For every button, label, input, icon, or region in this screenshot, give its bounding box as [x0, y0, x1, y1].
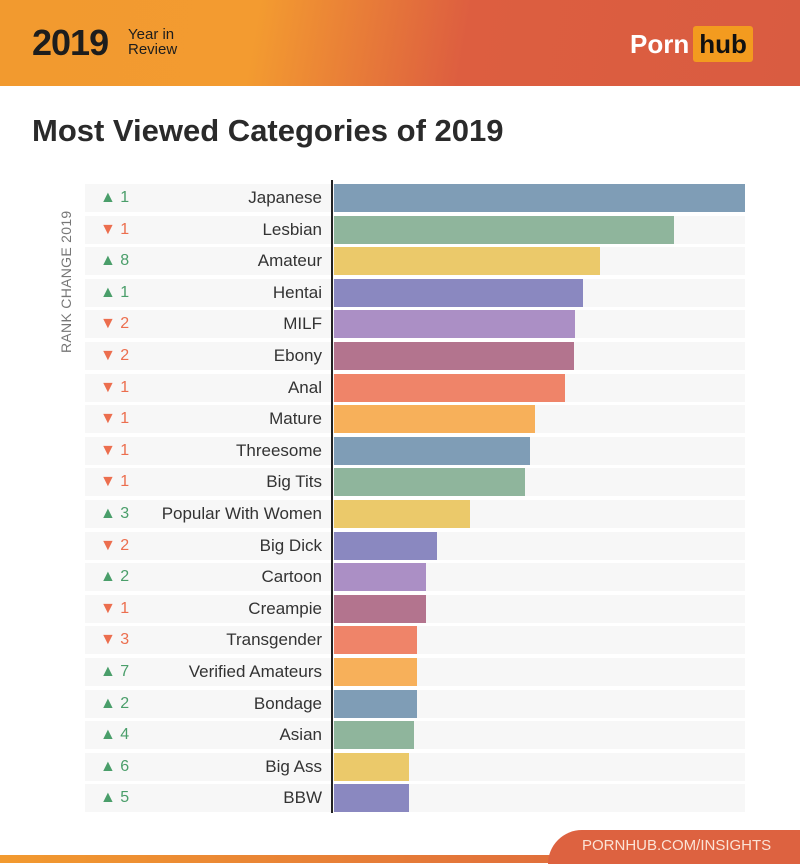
rank-change-up: ▲ 3	[100, 505, 130, 522]
rank-change-down: ▼ 1	[100, 473, 130, 490]
bar	[334, 279, 584, 307]
row-background	[85, 784, 745, 812]
rank-change-down: ▼ 1	[100, 442, 130, 459]
category-label: Asian	[279, 725, 322, 744]
bar	[334, 532, 437, 560]
category-label: Bondage	[253, 694, 322, 713]
category-label: Transgender	[226, 630, 322, 649]
year-label: 2019	[32, 22, 109, 63]
bar	[334, 690, 417, 718]
category-label: MILF	[283, 314, 322, 333]
category-label: Threesome	[236, 441, 322, 460]
rank-change-up: ▲ 7	[100, 663, 130, 680]
insights-link[interactable]: PORNHUB.COM/INSIGHTS	[548, 830, 800, 864]
category-label: Popular With Women	[161, 504, 322, 523]
bar	[334, 753, 409, 781]
category-label: Japanese	[248, 188, 322, 207]
rank-change-up: ▲ 2	[100, 695, 130, 712]
chart-axis-line	[331, 180, 333, 813]
rank-change-up: ▲ 4	[100, 726, 130, 743]
category-label: Lesbian	[262, 220, 322, 239]
bar	[334, 595, 426, 623]
rank-change-down: ▼ 2	[100, 537, 130, 554]
rank-change-up: ▲ 5	[100, 789, 130, 806]
footer-strip	[0, 855, 800, 863]
bar	[334, 216, 675, 244]
rank-change-up: ▲ 1	[100, 189, 130, 206]
rank-change-down: ▼ 1	[100, 379, 130, 396]
bar	[334, 721, 414, 749]
category-label: Creampie	[248, 599, 322, 618]
rank-change-down: ▼ 1	[100, 221, 130, 238]
bar	[334, 437, 530, 465]
bar	[334, 310, 576, 338]
bar	[334, 784, 409, 812]
category-label: Hentai	[272, 283, 322, 302]
rank-change-down: ▼ 1	[100, 410, 130, 427]
bar	[334, 563, 426, 591]
bar	[334, 468, 525, 496]
header-banner: 2019 Year in Review Porn hub	[0, 0, 800, 86]
category-label: BBW	[283, 788, 322, 807]
row-background	[85, 721, 745, 749]
category-label: Big Ass	[265, 757, 322, 776]
pornhub-logo[interactable]: Porn hub	[630, 26, 753, 62]
rank-change-down: ▼ 2	[100, 315, 130, 332]
bar	[334, 247, 600, 275]
row-background	[85, 753, 745, 781]
rank-change-up: ▲ 8	[100, 252, 130, 269]
category-label: Anal	[287, 378, 322, 397]
category-label: Amateur	[257, 251, 322, 270]
bar	[334, 405, 536, 433]
rank-change-axis-label: RANK CHANGE 2019	[58, 210, 74, 353]
category-label: Big Dick	[259, 536, 322, 555]
rank-change-down: ▼ 3	[100, 631, 130, 648]
chart-title: Most Viewed Categories of 2019	[32, 113, 504, 148]
category-label: Mature	[269, 409, 322, 428]
category-label: Verified Amateurs	[188, 662, 322, 681]
rank-change-up: ▲ 6	[100, 758, 130, 775]
category-label: Big Tits	[266, 472, 322, 491]
rank-change-up: ▲ 1	[100, 284, 130, 301]
year-in-review-label: Year in Review	[128, 26, 178, 58]
rank-change-up: ▲ 2	[100, 568, 130, 585]
rank-change-down: ▼ 1	[100, 600, 130, 617]
bar	[334, 342, 575, 370]
bar	[334, 374, 565, 402]
category-label: Cartoon	[261, 567, 322, 586]
bar	[334, 626, 417, 654]
category-label: Ebony	[273, 346, 322, 365]
bar	[334, 500, 470, 528]
bar	[334, 658, 417, 686]
rank-change-down: ▼ 2	[100, 347, 130, 364]
bar	[334, 184, 745, 212]
